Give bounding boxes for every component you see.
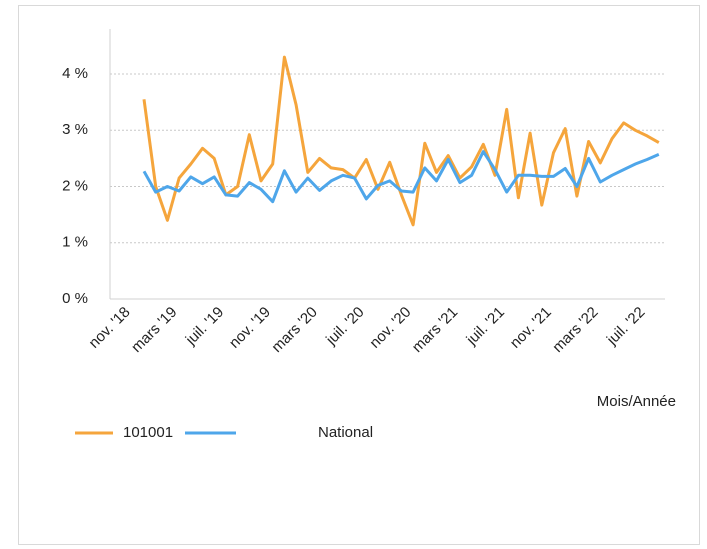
- y-tick-label: 1 %: [62, 234, 88, 251]
- chart-frame: [18, 5, 700, 545]
- y-tick-label: 3 %: [62, 121, 88, 138]
- y-tick-label: 2 %: [62, 177, 88, 194]
- y-tick-label: 4 %: [62, 65, 88, 82]
- legend-label: National: [318, 424, 373, 441]
- series-line: [142, 55, 660, 227]
- legend-label: 101001: [123, 424, 173, 441]
- x-axis-title: Mois/Année: [597, 393, 676, 410]
- y-tick-label: 0 %: [62, 290, 88, 307]
- series-line: [142, 150, 660, 204]
